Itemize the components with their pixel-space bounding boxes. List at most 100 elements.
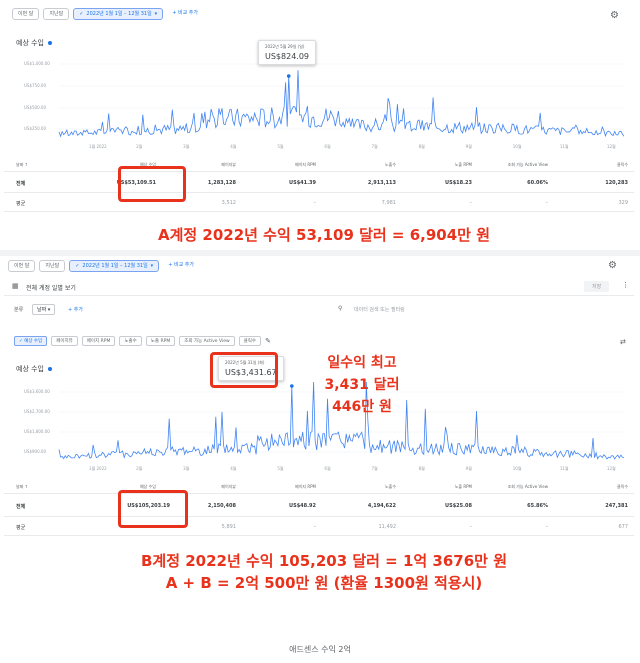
check-icon: ✓ xyxy=(79,10,84,17)
col-header-impressions[interactable]: 노출수 xyxy=(384,162,396,167)
tab-pageviews[interactable]: 페이지뷰 xyxy=(51,336,78,346)
x-tick-label: 4월 xyxy=(230,465,237,471)
series-dot-icon xyxy=(48,41,52,45)
table-row-total: 전체 US$53,109.51 1,283,128 US$41.39 2,913… xyxy=(4,173,634,193)
x-tick-label: 12월 xyxy=(607,465,616,471)
tab-impressions[interactable]: 노출수 xyxy=(119,336,142,346)
highlight-box xyxy=(118,166,186,202)
dropdown-arrow-icon: ▾ xyxy=(154,10,158,17)
this-month-chip[interactable]: 이번 달 xyxy=(12,8,40,20)
row-label: 전체 xyxy=(16,181,26,187)
x-tick-label: 1월 2022 xyxy=(89,143,107,149)
col-header-date[interactable]: 날짜 ↑ xyxy=(16,162,28,167)
total-pageviews: 1,283,128 xyxy=(207,180,236,186)
peak-point xyxy=(290,384,294,388)
highlight-box xyxy=(118,490,188,528)
x-tick-label: 5월 xyxy=(277,143,284,149)
compare-arrows-icon[interactable]: ⇄ xyxy=(620,338,626,346)
total-impressions: 2,913,113 xyxy=(367,180,396,186)
col-header-date[interactable]: 날짜 ↑ xyxy=(16,484,28,489)
total-pageviews: 2,150,408 xyxy=(207,503,236,509)
gear-icon[interactable]: ⚙ xyxy=(610,10,619,21)
tab-page-rpm[interactable]: 페이지 RPM xyxy=(81,336,116,346)
panel-a-chart: 예상 수입 US$1,000.00 US$750.00 US$500.00 US… xyxy=(4,32,634,154)
last-month-chip[interactable]: 지난달 xyxy=(39,260,66,272)
total-active-view: 65.86% xyxy=(527,503,548,509)
total-impression-rpm: US$25.08 xyxy=(445,503,472,509)
tooltip-date: 2022년 5월 29일 (일) xyxy=(265,44,305,49)
tooltip-value: US$824.09 xyxy=(265,52,310,61)
pencil-icon[interactable]: ✎ xyxy=(265,337,271,345)
avg-clicks: 677 xyxy=(618,524,628,530)
col-header-pageviews[interactable]: 페이지뷰 xyxy=(221,484,236,489)
gear-icon[interactable]: ⚙ xyxy=(608,260,617,271)
table-header-row: 날짜 ↑ 예상 수입 페이지뷰 페이지 RPM 노출수 노출 RPM 조회 가능… xyxy=(4,158,634,172)
chart-title-text: 예상 수입 xyxy=(16,39,44,47)
filter-label: 분류 xyxy=(14,307,24,313)
col-header-impressions[interactable]: 노출수 xyxy=(384,484,396,489)
tab-label: 예상 수입 xyxy=(24,339,43,344)
tab-active-view[interactable]: 조회 가능 Active View xyxy=(179,336,235,346)
col-header-clicks[interactable]: 클릭수 xyxy=(616,162,628,167)
tooltip-highlight-box xyxy=(210,352,278,388)
y-tick-label: US$1,000.00 xyxy=(24,61,50,66)
data-search-input[interactable]: 데이터 검색 또는 필터링 xyxy=(354,307,405,313)
chart-tooltip: 2022년 5월 29일 (일) US$824.09 xyxy=(258,40,317,65)
col-header-page-rpm[interactable]: 페이지 RPM xyxy=(295,484,316,489)
avg-impressions: 11,492 xyxy=(378,524,397,530)
x-tick-label: 12월 xyxy=(607,143,616,149)
table-header-row: 날짜 ↑ 예상 수입 페이지뷰 페이지 RPM 노출수 노출 RPM 조회 가능… xyxy=(4,480,634,494)
y-tick-label: US$3,600.00 xyxy=(24,389,50,394)
x-tick-label: 6월 xyxy=(324,143,331,149)
save-button[interactable]: 저장 xyxy=(584,281,610,292)
row-label: 평균 xyxy=(16,201,26,207)
metric-tabs: ✓ 예상 수입 페이지뷰 페이지 RPM 노출수 노출 RPM 조회 가능 Ac… xyxy=(4,332,634,350)
col-header-earnings[interactable]: 예상 수입 xyxy=(140,484,156,489)
table-row-average: 평균 5,891 – 11,492 – – 677 xyxy=(4,518,634,536)
col-header-active-view[interactable]: 조회 가능 Active View xyxy=(507,484,548,489)
dropdown-arrow-icon: ▾ xyxy=(150,262,154,269)
total-impressions: 4,194,622 xyxy=(367,503,396,509)
x-tick-label: 9월 xyxy=(466,143,473,149)
more-vert-icon[interactable]: ⋮ xyxy=(622,281,629,289)
tab-estimated-earnings[interactable]: ✓ 예상 수입 xyxy=(14,336,48,346)
y-tick-label: US$1,800.00 xyxy=(24,429,50,434)
date-range-selector[interactable]: ✓ 2022년 1월 1일 – 12월 31일 ▾ xyxy=(69,260,160,272)
tab-clicks[interactable]: 클릭수 xyxy=(238,336,262,346)
total-active-view: 60.06% xyxy=(527,180,548,186)
breakdown-select[interactable]: 날짜 ▾ xyxy=(32,304,56,315)
date-range-label: 2022년 1월 1일 – 12월 31일 xyxy=(82,262,148,269)
total-earnings: US$105,203.19 xyxy=(127,503,170,509)
annotation-b-1: B계정 2022년 수익 105,203 달러 = 1억 3676만 원 xyxy=(140,552,508,570)
tooltip-value: US$3,431.67 xyxy=(225,368,277,377)
filter-add-button[interactable]: + 추가 xyxy=(68,307,83,313)
col-header-page-rpm[interactable]: 페이지 RPM xyxy=(295,162,316,167)
x-tick-label: 5월 xyxy=(277,465,284,471)
chart-tooltip: 2022년 5월 31일 (화) US$3,431.67 xyxy=(218,356,284,381)
last-month-chip[interactable]: 지난달 xyxy=(43,8,70,20)
col-header-clicks[interactable]: 클릭수 xyxy=(616,484,628,489)
add-compare-button[interactable]: + 비교 추가 xyxy=(163,260,199,272)
avg-pageviews: 5,891 xyxy=(221,524,236,530)
this-month-chip[interactable]: 이번 달 xyxy=(8,260,36,272)
x-tick-label: 1월 2022 xyxy=(89,465,107,471)
x-tick-label: 7월 xyxy=(372,143,379,149)
x-tick-label: 7월 xyxy=(372,465,379,471)
panel-b-toolbar: 이번 달 지난달 ✓ 2022년 1월 1일 – 12월 31일 ▾ + 비교 … xyxy=(8,258,199,274)
panel-a-table: 날짜 ↑ 예상 수입 페이지뷰 페이지 RPM 노출수 노출 RPM 조회 가능… xyxy=(4,158,634,214)
section-title: 전체 계정 일별 보기 xyxy=(26,285,76,292)
date-range-selector[interactable]: ✓ 2022년 1월 1일 – 12월 31일 ▾ xyxy=(73,8,164,20)
tab-impression-rpm[interactable]: 노출 RPM xyxy=(145,336,176,346)
x-tick-label: 11월 xyxy=(560,465,569,471)
divider xyxy=(0,250,640,256)
col-header-impression-rpm[interactable]: 노출 RPM xyxy=(454,484,472,489)
annotation-a: A계정 2022년 수익 53,109 달러 = 6,904만 원 xyxy=(157,226,490,244)
col-header-impression-rpm[interactable]: 노출 RPM xyxy=(454,162,472,167)
col-header-pageviews[interactable]: 페이지뷰 xyxy=(221,162,236,167)
check-icon: ✓ xyxy=(75,262,80,269)
avg-page-rpm: – xyxy=(313,524,317,530)
y-tick-label: US$900.00 xyxy=(24,449,47,454)
add-compare-button[interactable]: + 비교 추가 xyxy=(167,8,203,20)
col-header-earnings[interactable]: 예상 수입 xyxy=(140,162,156,167)
col-header-active-view[interactable]: 조회 가능 Active View xyxy=(507,162,548,167)
